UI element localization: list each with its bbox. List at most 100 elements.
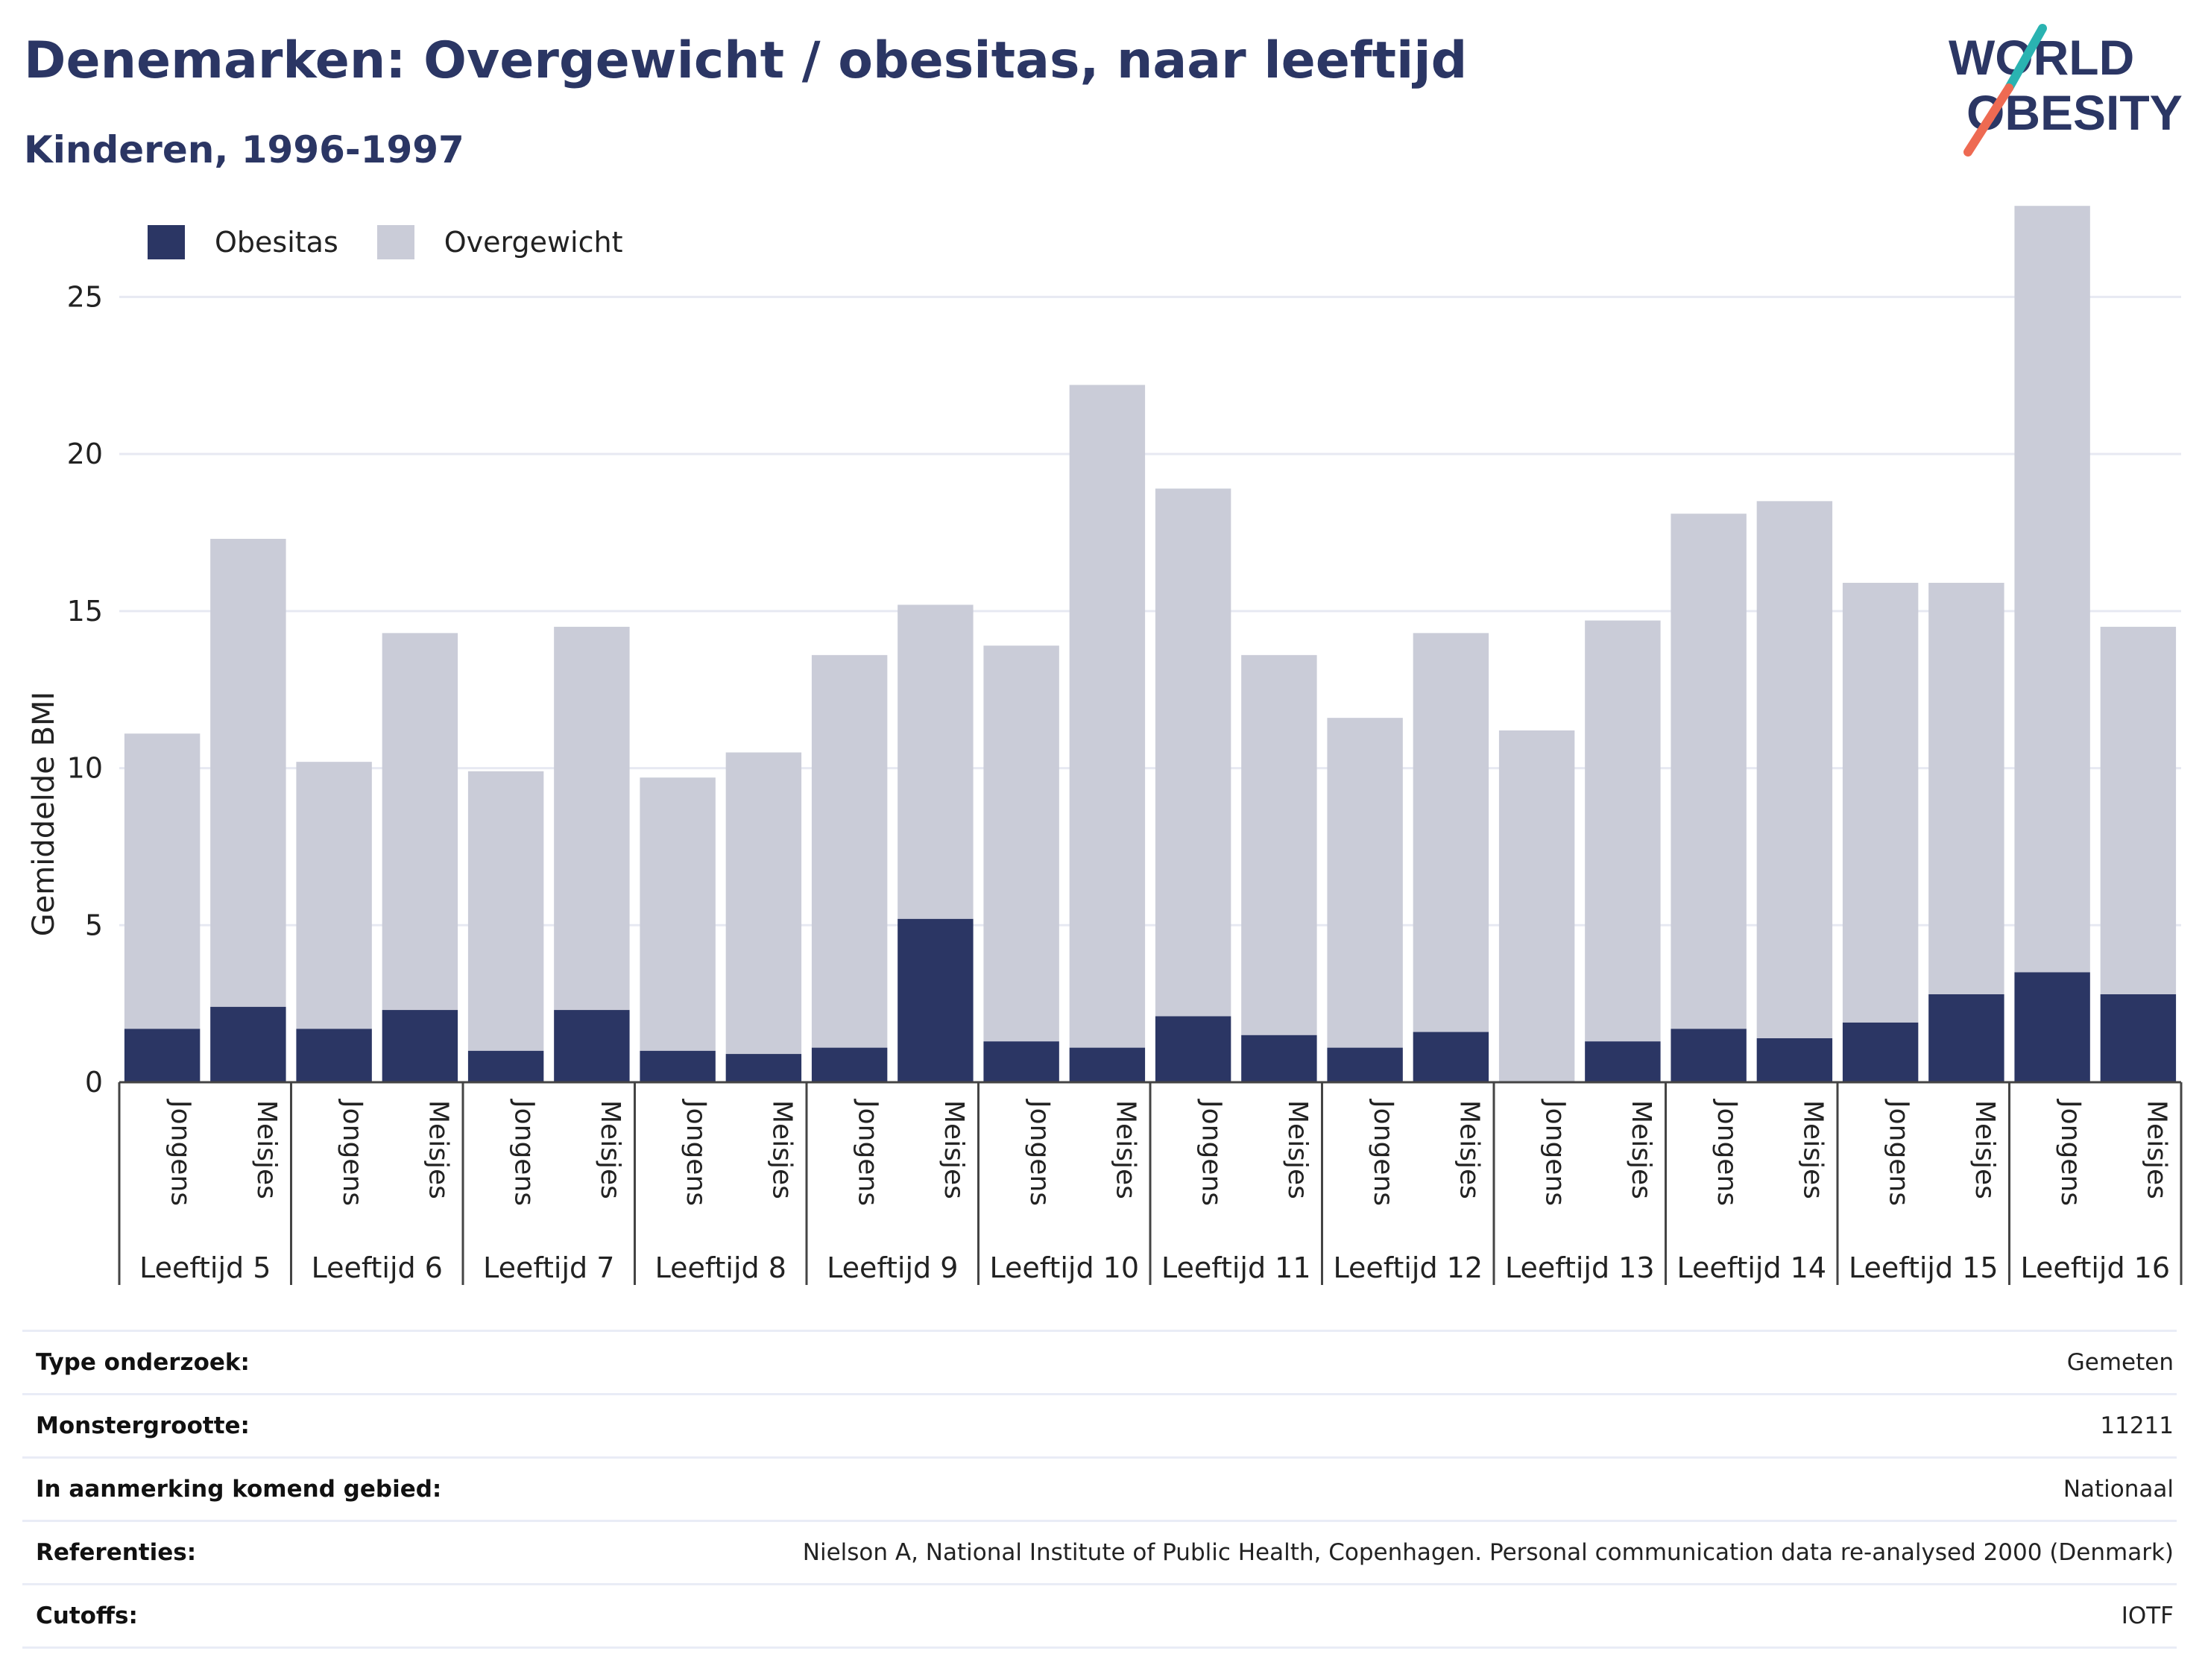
bar-obesity [898, 918, 974, 1082]
bar-obesity [725, 1054, 802, 1082]
bar-overweight [467, 771, 544, 1051]
info-value: Nielson A, National Institute of Public … [802, 1539, 2174, 1566]
info-label: Cutoffs: [36, 1602, 138, 1629]
x-group-label: Leeftijd 9 [827, 1251, 958, 1284]
y-tick-label: 10 [67, 752, 103, 785]
bar-overweight [811, 654, 888, 1048]
bar-overweight [554, 626, 630, 1011]
bar-obesity [811, 1047, 888, 1082]
info-row-sample-size: Monstergrootte: 11211 [22, 1393, 2177, 1456]
bar-overweight [1241, 654, 1317, 1035]
bar-obesity [1671, 1029, 1747, 1082]
bar-obesity [983, 1041, 1059, 1082]
bar-overweight [1413, 633, 1489, 1032]
bar-obesity [1928, 994, 2004, 1082]
x-group-label: Leeftijd 16 [2020, 1251, 2170, 1284]
bar-overweight [1069, 385, 1146, 1048]
info-label: Monstergrootte: [36, 1412, 250, 1439]
x-subcategory-label: Jongens [853, 1099, 883, 1206]
bar-obesity [210, 1006, 286, 1082]
legend-item-overweight: Overgewicht [376, 225, 623, 259]
legend-swatch-overweight [376, 225, 414, 259]
bar-obesity [467, 1050, 544, 1082]
info-value: 11211 [2100, 1412, 2174, 1439]
info-row-area: In aanmerking komend gebied: Nationaal [22, 1456, 2177, 1520]
bar-obesity [296, 1029, 372, 1082]
x-subcategory-label: Jongens [2055, 1099, 2086, 1206]
info-row-references: Referenties: Nielson A, National Institu… [22, 1520, 2177, 1583]
bar-overweight [1498, 730, 1575, 1082]
bar-obesity [1155, 1016, 1231, 1082]
x-subcategory-label: Meisjes [1969, 1100, 2000, 1199]
bar-obesity [1327, 1047, 1403, 1082]
bar-obesity [554, 1010, 630, 1082]
bar-overweight [1842, 582, 1919, 1023]
bar-overweight [1928, 582, 2004, 994]
chart-legend: Obesitas Overgewicht [148, 221, 662, 264]
x-group-label: Leeftijd 7 [483, 1251, 614, 1284]
x-subcategory-label: Meisjes [595, 1100, 625, 1199]
bar-overweight [382, 633, 458, 1011]
bar-overweight [1671, 514, 1747, 1029]
bar-obesity [1413, 1032, 1489, 1082]
bar-overweight [1327, 718, 1403, 1048]
x-group-label: Leeftijd 11 [1161, 1251, 1311, 1284]
x-group-label: Leeftijd 14 [1676, 1251, 1826, 1284]
x-subcategory-label: Jongens [1712, 1099, 1742, 1206]
bar-obesity [1842, 1022, 1919, 1082]
x-subcategory-label: Meisjes [1454, 1100, 1484, 1199]
chart-title: Denemarken: Overgewicht / obesitas, naar… [24, 31, 1468, 90]
x-subcategory-label: Jongens [1196, 1099, 1227, 1206]
x-group-label: Leeftijd 12 [1333, 1251, 1483, 1284]
info-value: Nationaal [2063, 1476, 2174, 1503]
x-subcategory-label: Jongens [509, 1099, 540, 1206]
x-subcategory-label: Jongens [681, 1099, 711, 1206]
x-subcategory-label: Meisjes [423, 1100, 453, 1199]
y-tick-label: 5 [85, 909, 103, 941]
bar-overweight [124, 733, 201, 1029]
x-subcategory-label: Jongens [337, 1099, 368, 1206]
legend-label-overweight: Overgewicht [444, 226, 623, 259]
bar-overweight [2014, 206, 2090, 973]
x-subcategory-label: Jongens [1884, 1099, 1914, 1206]
y-tick-label: 25 [67, 280, 103, 313]
bar-overweight [1155, 488, 1231, 1017]
y-tick-label: 20 [67, 438, 103, 470]
x-subcategory-label: Meisjes [766, 1100, 797, 1199]
y-tick-label: 0 [85, 1066, 103, 1099]
legend-item-obesity: Obesitas [148, 225, 338, 259]
bar-obesity [2014, 972, 2090, 1082]
x-subcategory-label: Meisjes [939, 1100, 969, 1199]
bar-chart: 0 5 10 15 20 25 Gemiddelde BMI Jongens Meisjes Jo… [27, 206, 2183, 1285]
bar-overweight [296, 762, 372, 1029]
bar-obesity [1585, 1041, 1661, 1082]
x-subcategory-label: Jongens [1368, 1099, 1398, 1206]
legend-label-obesity: Obesitas [215, 226, 338, 259]
x-subcategory-label: Meisjes [1282, 1100, 1313, 1199]
legend-swatch-obesity [148, 225, 185, 259]
info-value: IOTF [2121, 1602, 2174, 1629]
info-row-survey-type: Type onderzoek: Gemeten [22, 1330, 2177, 1393]
x-subcategory-label: Jongens [1540, 1099, 1571, 1206]
x-group-label: Leeftijd 6 [312, 1251, 443, 1284]
x-group-label: Leeftijd 13 [1505, 1251, 1655, 1284]
bar-obesity [1241, 1035, 1317, 1082]
x-subcategory-label: Meisjes [2141, 1100, 2171, 1199]
bar-obesity [1756, 1038, 1833, 1082]
chart-subtitle: Kinderen, 1996-1997 [24, 128, 464, 171]
bar-obesity [382, 1010, 458, 1082]
x-subcategory-label: Meisjes [1110, 1100, 1141, 1199]
bar-overweight [1585, 620, 1661, 1042]
x-group-label: Leeftijd 5 [139, 1251, 271, 1284]
bar-overweight [983, 645, 1059, 1042]
info-row-cutoffs: Cutoffs: IOTF [22, 1583, 2177, 1649]
info-value: Gemeten [2066, 1349, 2174, 1376]
bar-overweight [725, 752, 802, 1055]
info-label: In aanmerking komend gebied: [36, 1476, 442, 1503]
info-table: Type onderzoek: Gemeten Monstergrootte: … [22, 1330, 2177, 1649]
bar-obesity [2100, 994, 2177, 1082]
bar-overweight [898, 604, 974, 919]
world-obesity-logo: WORLD OBESITY [1949, 24, 2183, 157]
bar-overweight [2100, 626, 2177, 994]
info-label: Referenties: [36, 1539, 197, 1566]
